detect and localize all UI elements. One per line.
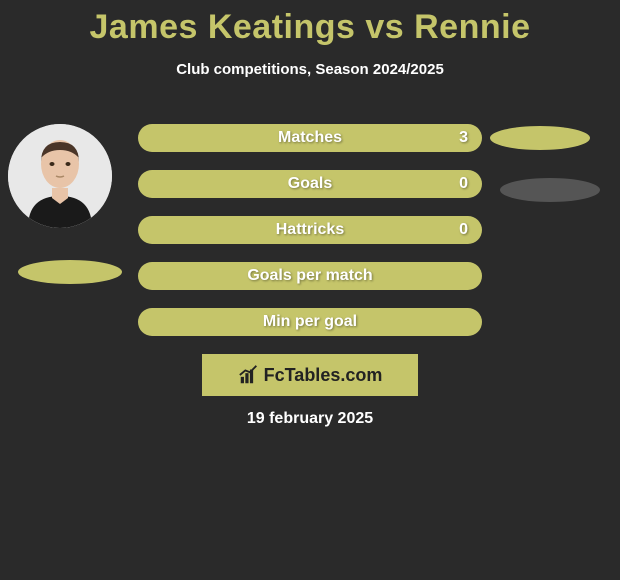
stat-label: Hattricks bbox=[276, 221, 344, 239]
page-title: James Keatings vs Rennie bbox=[0, 0, 620, 47]
stat-label: Matches bbox=[278, 129, 342, 147]
platform-right-top bbox=[490, 126, 590, 150]
stat-value: 3 bbox=[459, 129, 468, 147]
chart-icon bbox=[238, 364, 260, 386]
stat-row-goals-per-match: Goals per match bbox=[138, 262, 482, 290]
avatar-photo-icon bbox=[8, 124, 112, 228]
stat-label: Goals per match bbox=[247, 267, 372, 285]
stat-value: 0 bbox=[459, 221, 468, 239]
stat-value: 0 bbox=[459, 175, 468, 193]
platform-right-bottom bbox=[500, 178, 600, 202]
brand-text: FcTables.com bbox=[264, 365, 383, 386]
stats-container: Matches 3 Goals 0 Hattricks 0 Goals per … bbox=[138, 124, 482, 354]
stat-row-min-per-goal: Min per goal bbox=[138, 308, 482, 336]
brand-box: FcTables.com bbox=[202, 354, 418, 396]
player-avatar-left bbox=[8, 124, 112, 228]
stat-row-goals: Goals 0 bbox=[138, 170, 482, 198]
stat-label: Min per goal bbox=[263, 313, 357, 331]
stat-row-hattricks: Hattricks 0 bbox=[138, 216, 482, 244]
page-subtitle: Club competitions, Season 2024/2025 bbox=[0, 61, 620, 78]
platform-left bbox=[18, 260, 122, 284]
stat-label: Goals bbox=[288, 175, 332, 193]
date-label: 19 february 2025 bbox=[0, 410, 620, 428]
stat-row-matches: Matches 3 bbox=[138, 124, 482, 152]
